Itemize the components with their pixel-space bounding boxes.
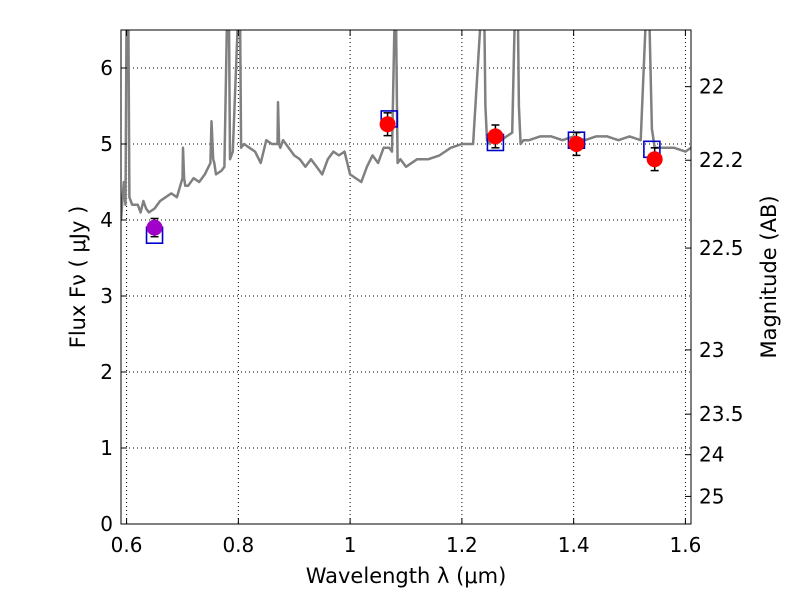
y-tick-label: 4 (100, 208, 113, 232)
y2-tick-label: 22.2 (699, 148, 744, 172)
y-tick-label: 1 (100, 436, 113, 460)
x-axis: 0.6 0.8 1 1.2 1.4 1.6 (111, 30, 702, 557)
y-tick-label: 6 (100, 56, 113, 80)
observed-photometry-points (146, 112, 663, 238)
plot-frame (120, 29, 692, 525)
y2-tick-label: 24 (699, 443, 724, 467)
x-tick-label: 1.2 (446, 533, 478, 557)
y2-tick-label: 22 (699, 75, 724, 99)
observed-point (646, 151, 663, 168)
y-tick-label: 3 (100, 284, 113, 308)
grid (121, 30, 691, 525)
model-photometry-markers (145, 110, 661, 244)
x-tick-label: 1.6 (670, 533, 702, 557)
x-axis-label: Wavelength λ (μm) (306, 564, 507, 588)
spectrum-line (121, 30, 691, 221)
observed-point (146, 219, 163, 236)
x-tick-label: 0.8 (222, 533, 254, 557)
y2-axis-label: Magnitude (AB) (757, 195, 781, 358)
y-tick-label: 5 (100, 132, 113, 156)
y-tick-label: 2 (100, 360, 113, 384)
observed-point (487, 128, 504, 145)
observed-point (379, 116, 396, 133)
observed-point (568, 136, 585, 152)
y2-tick-label: 22.5 (699, 236, 744, 260)
x-tick-label: 0.6 (111, 533, 143, 557)
y2-tick-label: 23.5 (699, 402, 744, 426)
y-axis-left: 0 1 2 3 4 5 6 (100, 56, 127, 536)
y-axis-label: Flux Fν ( μJy ) (66, 206, 90, 349)
plot-area (121, 30, 691, 244)
x-tick-label: 1 (344, 533, 357, 557)
y-axis-right: 22 22.2 22.5 23 23.5 24 25 (685, 75, 744, 508)
y2-tick-label: 23 (699, 338, 724, 362)
x-tick-label: 1.4 (558, 533, 590, 557)
y-tick-label: 0 (100, 512, 113, 536)
y2-tick-label: 25 (699, 484, 724, 508)
